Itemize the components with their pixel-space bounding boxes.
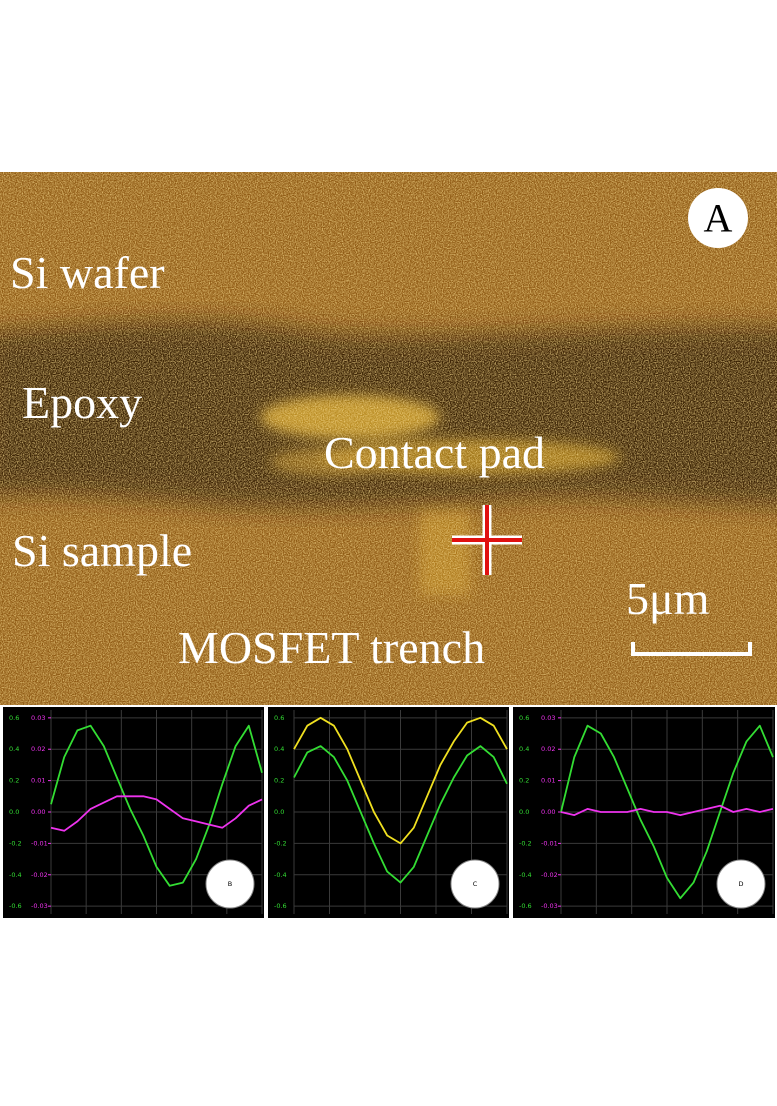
- label: Contact pad: [324, 427, 545, 478]
- series-line: [293, 745, 508, 884]
- series-line: [50, 795, 263, 832]
- chart-panel: 0.6 0.4 0.2 0.0 -0.2 -0.4 -0.6 0.03 0.02 0.01 0.00…: [513, 707, 775, 918]
- y-tick-label: 0.4: [274, 745, 284, 753]
- y-tick-label: -0.4: [274, 871, 287, 879]
- label-circle: [688, 188, 748, 248]
- y2-tick-label: 0.01: [541, 777, 555, 785]
- y2-tick-label: 0.03: [541, 714, 555, 722]
- panel-label: D: [738, 880, 743, 888]
- label: Epoxy: [22, 377, 142, 428]
- y2-tick-label: -0.02: [541, 871, 558, 879]
- y-tick-label: 0.6: [274, 714, 284, 722]
- y2-tick-label: 0.00: [31, 808, 45, 816]
- y2-tick-label: 0.02: [541, 745, 555, 753]
- label-circle: [716, 859, 766, 909]
- scale-bar: [631, 642, 752, 656]
- y2-tick-label: 0.02: [31, 745, 45, 753]
- panel-label: C: [473, 880, 478, 888]
- y2-tick-label: -0.01: [541, 839, 558, 847]
- texture: [0, 172, 777, 705]
- y-tick-label: 0.2: [9, 777, 19, 785]
- panel-label: A: [704, 196, 733, 241]
- y2-tick-label: -0.03: [541, 902, 558, 910]
- y-tick-label: -0.6: [519, 902, 532, 910]
- y-tick-label: -0.2: [519, 839, 532, 847]
- y2-tick-label: -0.03: [31, 902, 48, 910]
- y-tick-label: -0.4: [519, 871, 532, 879]
- y-tick-label: -0.2: [9, 839, 22, 847]
- label: MOSFET trench: [178, 622, 485, 673]
- y-tick-label: -0.4: [9, 871, 22, 879]
- label: Si sample: [12, 525, 192, 576]
- y2-tick-label: 0.03: [31, 714, 45, 722]
- y-tick-label: -0.6: [9, 902, 22, 910]
- label-circle: [450, 859, 500, 909]
- y-tick-label: 0.4: [9, 745, 19, 753]
- label: Si wafer: [10, 247, 165, 298]
- series-line: [560, 724, 774, 900]
- y-tick-label: 0.0: [519, 808, 529, 816]
- series-line: [50, 724, 263, 887]
- panel-label: B: [228, 880, 232, 888]
- y2-tick-label: 0.01: [31, 777, 45, 785]
- chart-panel: 0.6 0.4 0.2 0.0 -0.2 -0.4 -0.6 0.03 0.02 0.01 0.00…: [3, 707, 264, 918]
- y-tick-label: 0.4: [519, 745, 529, 753]
- micrograph: A Si wafer Epoxy Contact pad Si sample M…: [0, 172, 777, 705]
- y-tick-label: -0.6: [274, 902, 287, 910]
- marker-cross: [452, 505, 522, 575]
- y2-tick-label: 0.00: [541, 808, 555, 816]
- y-tick-label: 0.2: [274, 777, 284, 785]
- y-tick-label: 0.6: [9, 714, 19, 722]
- y2-tick-label: -0.02: [31, 871, 48, 879]
- series-line: [293, 716, 508, 845]
- series-line: [560, 804, 774, 816]
- scale-bar-label: 5μm: [626, 573, 710, 624]
- y-tick-label: -0.2: [274, 839, 287, 847]
- chart-panel: 0.6 0.4 0.2 0.0 -0.2 -0.4 -0.6 C: [268, 707, 509, 918]
- y-tick-label: 0.2: [519, 777, 529, 785]
- y2-tick-label: -0.01: [31, 839, 48, 847]
- label-circle: [205, 859, 255, 909]
- y-tick-label: 0.0: [9, 808, 19, 816]
- y-tick-label: 0.0: [274, 808, 284, 816]
- y-tick-label: 0.6: [519, 714, 529, 722]
